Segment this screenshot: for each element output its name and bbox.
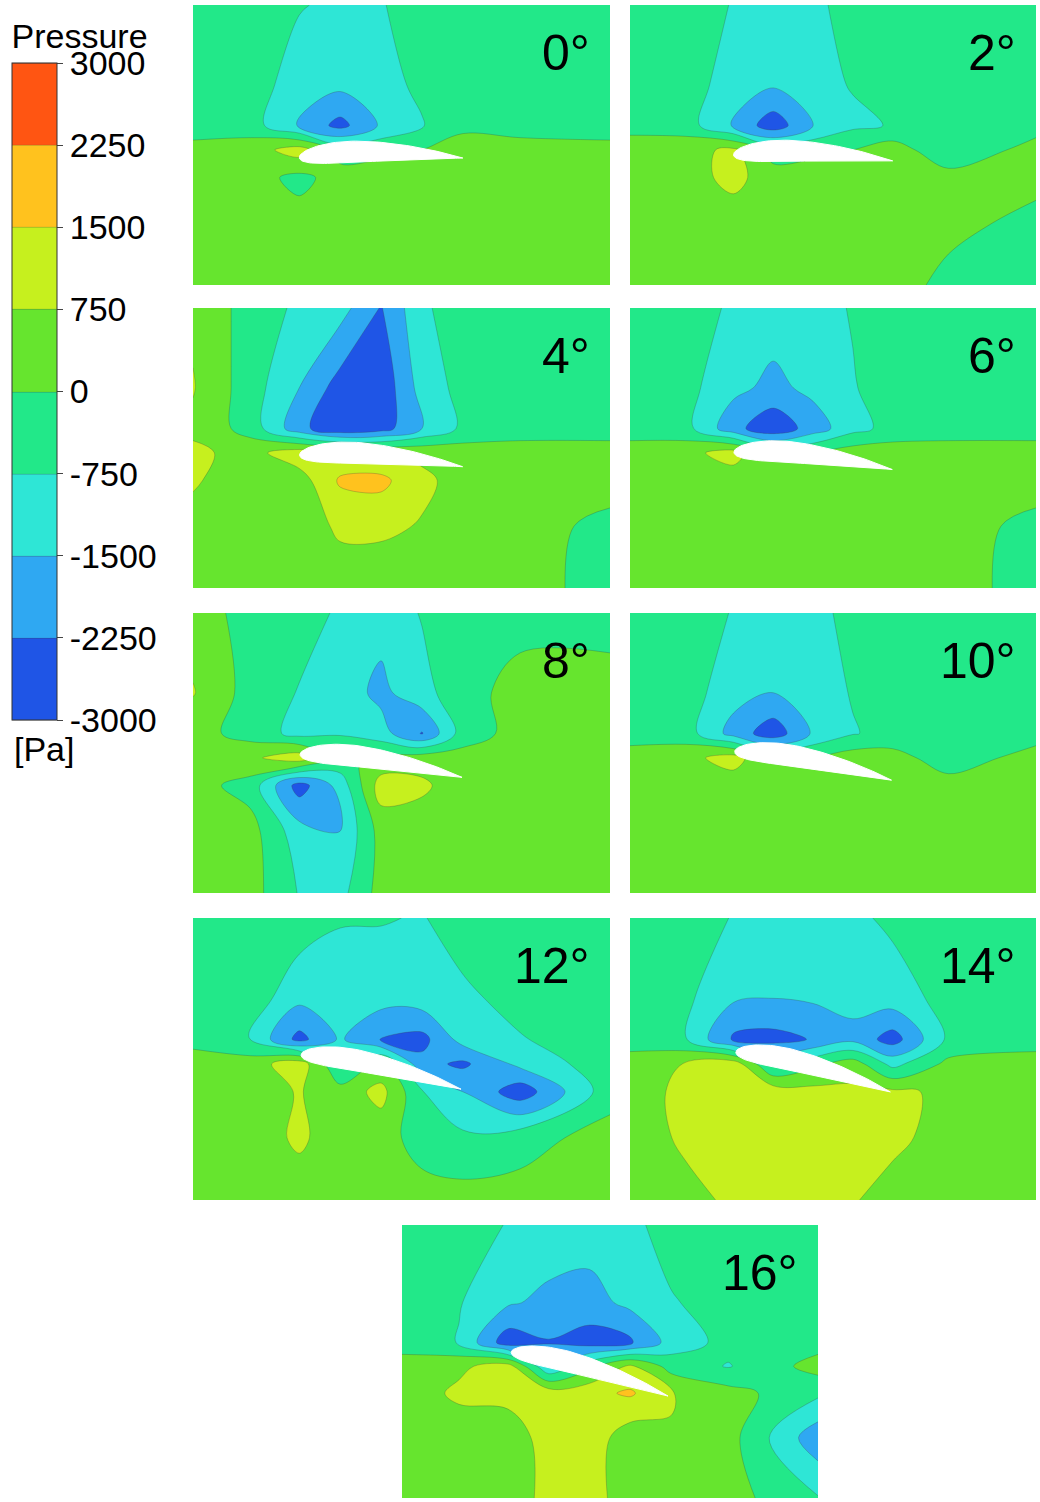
svg-text:10°: 10° xyxy=(940,633,1016,689)
svg-text:12°: 12° xyxy=(514,938,590,994)
svg-text:Pressure: Pressure xyxy=(12,17,148,55)
svg-text:-1500: -1500 xyxy=(70,537,157,575)
svg-text:6°: 6° xyxy=(968,328,1016,384)
svg-text:-2250: -2250 xyxy=(70,619,157,657)
svg-text:2250: 2250 xyxy=(70,126,146,164)
svg-text:16°: 16° xyxy=(722,1245,798,1301)
svg-text:-750: -750 xyxy=(70,455,138,493)
svg-text:2°: 2° xyxy=(968,25,1016,81)
svg-text:0°: 0° xyxy=(542,25,590,81)
svg-text:4°: 4° xyxy=(542,328,590,384)
svg-text:750: 750 xyxy=(70,290,127,328)
svg-text:0: 0 xyxy=(70,372,89,410)
svg-text:1500: 1500 xyxy=(70,208,146,246)
svg-text:14°: 14° xyxy=(940,938,1016,994)
svg-text:[Pa]: [Pa] xyxy=(14,730,74,768)
svg-text:-3000: -3000 xyxy=(70,701,157,739)
svg-text:3000: 3000 xyxy=(70,44,146,82)
svg-text:8°: 8° xyxy=(542,633,590,689)
